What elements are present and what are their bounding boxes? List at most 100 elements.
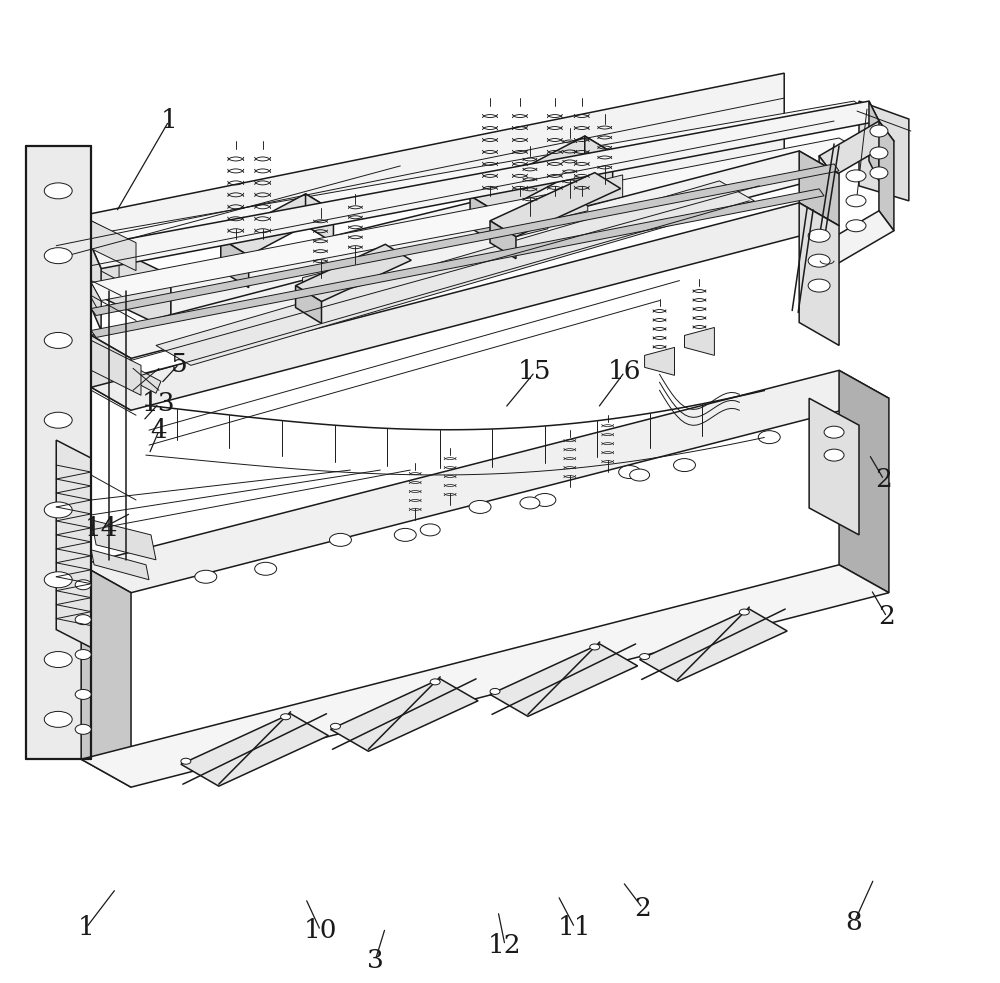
Ellipse shape — [44, 572, 72, 588]
Polygon shape — [587, 175, 623, 205]
Polygon shape — [91, 189, 824, 337]
Polygon shape — [512, 206, 548, 238]
Polygon shape — [81, 371, 889, 593]
Polygon shape — [91, 202, 839, 410]
Polygon shape — [156, 181, 754, 366]
Ellipse shape — [44, 502, 72, 518]
Polygon shape — [684, 327, 714, 356]
Ellipse shape — [469, 500, 491, 513]
Polygon shape — [26, 146, 91, 759]
Polygon shape — [81, 565, 889, 787]
Ellipse shape — [44, 332, 72, 348]
Ellipse shape — [808, 255, 830, 267]
Polygon shape — [839, 371, 889, 593]
Text: 2: 2 — [878, 605, 895, 629]
Polygon shape — [91, 340, 141, 395]
Ellipse shape — [329, 534, 351, 547]
Ellipse shape — [75, 614, 91, 624]
Text: 11: 11 — [558, 915, 592, 940]
Polygon shape — [306, 194, 333, 243]
Ellipse shape — [640, 654, 650, 660]
Ellipse shape — [808, 229, 830, 242]
Text: 16: 16 — [608, 360, 641, 384]
Polygon shape — [91, 151, 839, 359]
Ellipse shape — [674, 459, 695, 472]
Polygon shape — [221, 194, 333, 256]
Ellipse shape — [490, 688, 500, 694]
Polygon shape — [859, 101, 909, 201]
Polygon shape — [879, 121, 894, 231]
Ellipse shape — [281, 714, 291, 720]
Polygon shape — [490, 173, 621, 237]
Polygon shape — [296, 286, 321, 323]
Ellipse shape — [630, 469, 650, 481]
Polygon shape — [91, 246, 101, 330]
Polygon shape — [56, 73, 784, 275]
Ellipse shape — [420, 524, 440, 536]
Polygon shape — [490, 644, 638, 717]
Polygon shape — [56, 221, 171, 330]
Ellipse shape — [44, 712, 72, 727]
Polygon shape — [330, 679, 478, 751]
Text: 13: 13 — [142, 391, 176, 416]
Ellipse shape — [824, 427, 844, 438]
Text: 14: 14 — [84, 516, 118, 542]
Text: 3: 3 — [367, 948, 384, 972]
Text: 1: 1 — [161, 108, 177, 134]
Ellipse shape — [758, 431, 780, 443]
Ellipse shape — [44, 412, 72, 429]
Polygon shape — [171, 126, 784, 330]
Ellipse shape — [534, 493, 556, 506]
Text: 15: 15 — [518, 360, 552, 384]
Ellipse shape — [330, 723, 340, 729]
Text: 1: 1 — [78, 915, 95, 940]
Ellipse shape — [75, 650, 91, 660]
Polygon shape — [819, 210, 894, 265]
Text: 2: 2 — [634, 896, 651, 921]
Polygon shape — [470, 136, 613, 212]
Ellipse shape — [870, 125, 888, 137]
Ellipse shape — [430, 679, 440, 685]
Polygon shape — [303, 268, 338, 300]
Ellipse shape — [870, 147, 888, 159]
Polygon shape — [296, 245, 411, 302]
Polygon shape — [91, 101, 879, 268]
Polygon shape — [221, 239, 249, 288]
Ellipse shape — [824, 449, 844, 461]
Polygon shape — [470, 196, 498, 245]
Polygon shape — [490, 221, 516, 259]
Polygon shape — [809, 398, 859, 535]
Ellipse shape — [44, 183, 72, 199]
Text: 4: 4 — [151, 418, 167, 443]
Polygon shape — [819, 121, 894, 176]
Polygon shape — [91, 520, 156, 559]
Polygon shape — [799, 202, 839, 345]
Text: 12: 12 — [488, 933, 522, 957]
Ellipse shape — [181, 758, 191, 764]
Polygon shape — [640, 609, 787, 681]
Polygon shape — [56, 101, 879, 262]
Polygon shape — [81, 565, 131, 787]
Ellipse shape — [846, 170, 866, 182]
Ellipse shape — [255, 562, 277, 575]
Polygon shape — [799, 151, 839, 226]
Ellipse shape — [520, 497, 540, 509]
Ellipse shape — [44, 248, 72, 263]
Polygon shape — [91, 221, 119, 280]
Ellipse shape — [394, 529, 416, 542]
Ellipse shape — [75, 724, 91, 734]
Ellipse shape — [870, 167, 888, 179]
Ellipse shape — [75, 689, 91, 700]
Ellipse shape — [75, 580, 91, 590]
Polygon shape — [819, 156, 834, 265]
Polygon shape — [91, 549, 149, 580]
Text: 10: 10 — [304, 918, 337, 943]
Text: 8: 8 — [846, 910, 862, 935]
Polygon shape — [91, 221, 136, 270]
Polygon shape — [126, 366, 161, 393]
Polygon shape — [585, 136, 613, 185]
Text: 5: 5 — [171, 352, 187, 376]
Polygon shape — [91, 164, 839, 316]
Ellipse shape — [808, 279, 830, 292]
Ellipse shape — [846, 220, 866, 232]
